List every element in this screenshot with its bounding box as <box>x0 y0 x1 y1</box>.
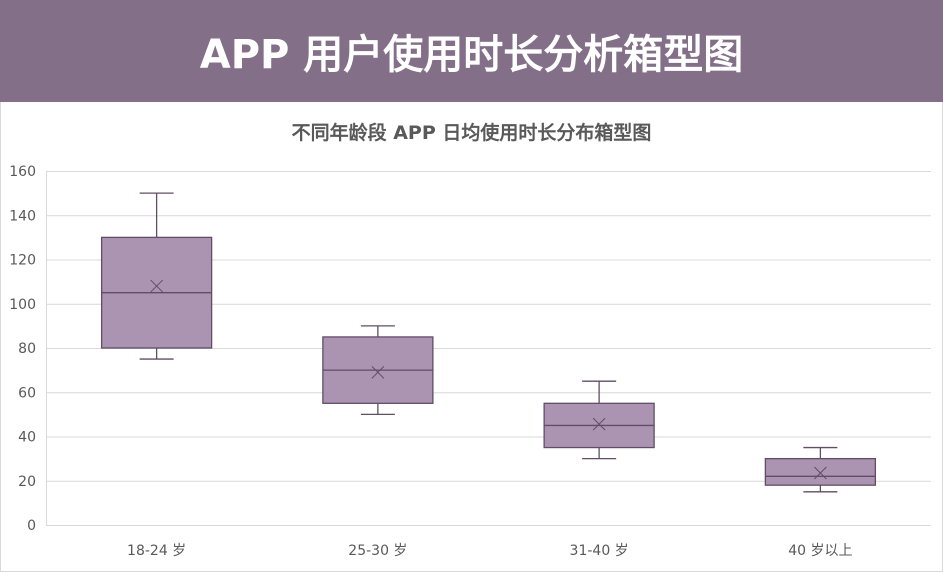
mean-marker-icon <box>150 279 163 293</box>
x-tick-label: 18-24 岁 <box>127 543 186 559</box>
y-tick-label: 20 <box>18 474 36 490</box>
y-tick-label: 120 <box>9 253 36 269</box>
y-tick-label: 100 <box>9 297 36 313</box>
mean-marker-icon <box>592 417 606 431</box>
y-tick-label: 80 <box>18 341 36 357</box>
y-tick-label: 60 <box>18 385 36 401</box>
box-1 <box>322 325 434 416</box>
x-axis-ticks: 18-24 岁 25-30 岁 31-40 岁 40 岁以上 <box>127 543 852 559</box>
y-tick-label: 160 <box>9 164 36 180</box>
y-axis-ticks: 0 20 40 60 80 100 120 140 160 <box>9 164 36 534</box>
box-3 <box>764 446 877 493</box>
y-tick-label: 140 <box>9 208 36 224</box>
page-title: APP 用户使用时长分析箱型图 <box>199 32 744 78</box>
y-tick-label: 40 <box>18 430 36 446</box>
x-tick-label: 40 岁以上 <box>788 543 852 559</box>
mean-marker-icon <box>814 466 827 480</box>
box-0 <box>100 192 213 360</box>
boxes <box>100 192 877 493</box>
box-2 <box>543 380 655 460</box>
iqr-box <box>764 457 877 486</box>
y-tick-label: 0 <box>27 518 36 534</box>
mean-marker-icon <box>371 365 385 379</box>
x-tick-label: 31-40 岁 <box>570 543 629 559</box>
page-header: APP 用户使用时长分析箱型图 <box>0 0 943 102</box>
chart-title: 不同年龄段 APP 日均使用时长分布箱型图 <box>291 122 652 144</box>
x-tick-label: 25-30 岁 <box>348 543 407 559</box>
